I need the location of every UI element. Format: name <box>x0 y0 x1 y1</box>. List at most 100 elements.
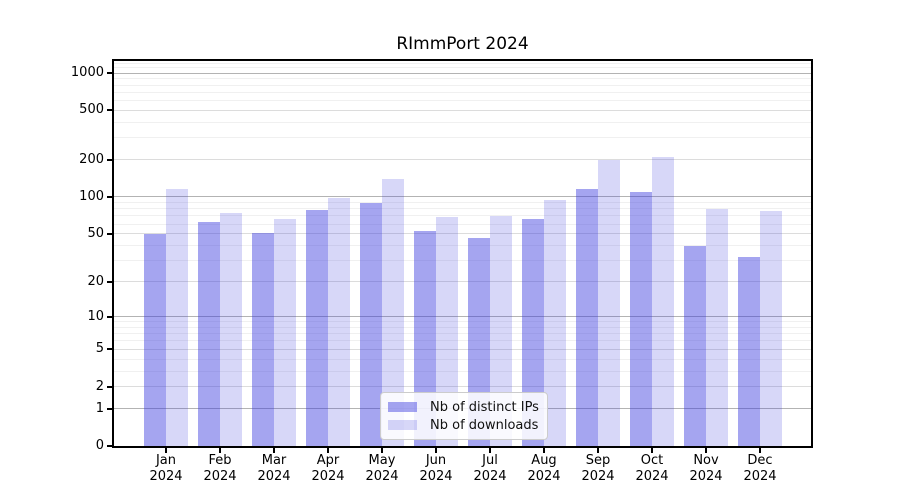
x-tick-month: Oct <box>640 453 664 468</box>
x-tick-month: Nov <box>693 453 719 468</box>
gridline-20 <box>114 281 811 283</box>
x-tick-month: Jan <box>155 453 177 468</box>
bar-downloads-may <box>382 178 404 446</box>
gridline-minor-4 <box>114 358 811 360</box>
x-tick-label-mar: Mar 2024 <box>247 453 301 485</box>
x-tick-mark-jun <box>435 448 437 453</box>
x-tick-month: Dec <box>747 453 773 468</box>
gridline-minor-60 <box>114 223 811 225</box>
gridline-minor-700 <box>114 91 811 93</box>
legend: Nb of distinct IPs Nb of downloads <box>380 392 548 440</box>
y-tick-mark-200 <box>107 158 112 161</box>
bar-downloads-mar <box>274 219 296 446</box>
x-tick-month: May <box>368 453 396 468</box>
gridline-5 <box>114 348 811 350</box>
y-tick-label-2: 2 <box>95 378 104 394</box>
gridline-minor-30 <box>114 260 811 262</box>
bar-downloads-dec <box>760 210 782 446</box>
x-tick-year: 2024 <box>311 469 345 484</box>
y-tick-mark-5 <box>107 348 112 351</box>
bar-ips-sep <box>576 189 598 446</box>
bar-ips-dec <box>738 257 760 446</box>
y-tick-mark-20 <box>107 280 112 283</box>
x-tick-year: 2024 <box>689 469 723 484</box>
x-tick-label-sep: Sep 2024 <box>571 453 625 485</box>
y-tick-label-200: 200 <box>79 151 104 167</box>
gridline-100 <box>114 196 811 198</box>
y-tick-mark-1 <box>107 407 112 410</box>
bar-downloads-jul <box>490 215 512 446</box>
x-tick-mark-mar <box>273 448 275 453</box>
x-tick-mark-sep <box>597 448 599 453</box>
gridline-minor-90 <box>114 201 811 203</box>
x-tick-label-feb: Feb 2024 <box>193 453 247 485</box>
x-tick-mark-aug <box>543 448 545 453</box>
gridline-minor-3 <box>114 370 811 372</box>
x-tick-year: 2024 <box>149 469 183 484</box>
x-tick-mark-feb <box>219 448 221 453</box>
x-tick-label-aug: Aug 2024 <box>517 453 571 485</box>
x-tick-year: 2024 <box>257 469 291 484</box>
bar-ips-jan <box>144 233 166 446</box>
x-tick-label-nov: Nov 2024 <box>679 453 733 485</box>
gridline-50 <box>114 233 811 235</box>
x-tick-label-oct: Oct 2024 <box>625 453 679 485</box>
y-tick-label-50: 50 <box>87 225 104 241</box>
x-tick-year: 2024 <box>635 469 669 484</box>
y-tick-label-20: 20 <box>87 273 104 289</box>
y-tick-mark-10 <box>107 315 112 318</box>
legend-row-0: Nb of distinct IPs <box>388 399 539 415</box>
x-tick-mark-apr <box>327 448 329 453</box>
bar-downloads-aug <box>544 199 566 446</box>
x-tick-month: Jul <box>482 453 498 468</box>
gridline-500 <box>114 109 811 111</box>
bar-ips-may <box>360 203 382 446</box>
legend-label-downloads: Nb of downloads <box>430 417 539 433</box>
y-tick-label-0: 0 <box>95 438 104 453</box>
x-tick-label-jun: Jun 2024 <box>409 453 463 485</box>
x-tick-month: Aug <box>531 453 557 468</box>
y-tick-label-500: 500 <box>79 102 104 118</box>
x-tick-mark-jan <box>165 448 167 453</box>
x-tick-year: 2024 <box>419 469 453 484</box>
y-tick-label-100: 100 <box>79 188 104 204</box>
legend-label-ips: Nb of distinct IPs <box>430 399 539 415</box>
x-tick-label-may: May 2024 <box>355 453 409 485</box>
y-tick-label-1000: 1000 <box>70 65 104 81</box>
y-tick-label-5: 5 <box>95 341 104 357</box>
y-tick-mark-0 <box>107 445 112 447</box>
bar-downloads-nov <box>706 208 728 446</box>
chart-title: RImmPort 2024 <box>396 34 529 54</box>
x-tick-mark-oct <box>651 448 653 453</box>
legend-row-1: Nb of downloads <box>388 417 538 433</box>
gridline-minor-9 <box>114 321 811 323</box>
x-tick-label-apr: Apr 2024 <box>301 453 355 485</box>
x-tick-mark-nov <box>705 448 707 453</box>
x-tick-label-jul: Jul 2024 <box>463 453 517 485</box>
gridline-minor-40 <box>114 245 811 247</box>
x-tick-month: Mar <box>261 453 287 468</box>
gridline-minor-400 <box>114 121 811 123</box>
gridline-minor-600 <box>114 100 811 102</box>
x-tick-mark-jul <box>489 448 491 453</box>
bar-ips-aug <box>522 219 544 446</box>
y-tick-mark-100 <box>107 195 112 198</box>
x-tick-year: 2024 <box>581 469 615 484</box>
gridline-minor-6 <box>114 340 811 342</box>
x-tick-year: 2024 <box>473 469 507 484</box>
x-tick-month: Jun <box>425 453 447 468</box>
plot-area: Nb of distinct IPs Nb of downloads <box>112 59 813 448</box>
gridlines-layer <box>114 61 811 446</box>
x-tick-month: Apr <box>316 453 340 468</box>
bar-ips-nov <box>684 245 706 446</box>
bar-downloads-feb <box>220 212 242 446</box>
x-tick-year: 2024 <box>743 469 777 484</box>
bar-ips-apr <box>306 210 328 446</box>
bar-downloads-jun <box>436 217 458 446</box>
x-tick-mark-may <box>381 448 383 453</box>
gridline-minor-1200 <box>114 62 811 64</box>
bars-layer <box>114 61 811 446</box>
gridline-minor-1100 <box>114 67 811 69</box>
y-tick-label-10: 10 <box>87 308 104 324</box>
gridline-200 <box>114 159 811 161</box>
